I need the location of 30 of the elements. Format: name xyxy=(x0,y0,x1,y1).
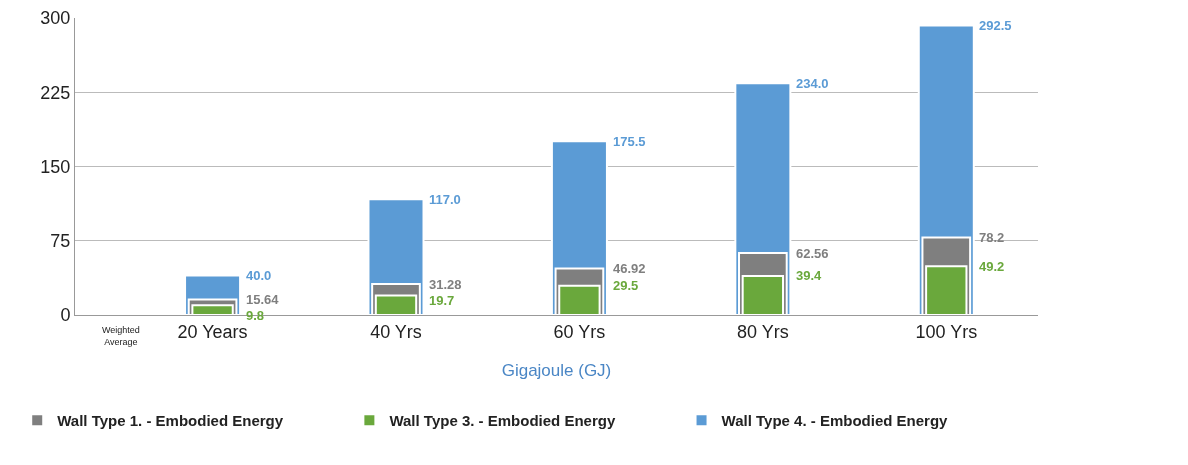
y-tick-label: 150 xyxy=(40,156,71,177)
x-tick-label: 100 Yrs xyxy=(915,321,978,342)
text: 234.0 xyxy=(796,76,829,91)
text: 117.0 xyxy=(429,192,461,207)
text: 39.4 xyxy=(796,268,822,283)
x-tick-label: 80 Yrs xyxy=(737,321,789,342)
legend-label: Wall Type 1. - Embodied Energy xyxy=(57,412,284,430)
text: 49.2 xyxy=(979,259,1005,274)
text: 292.5 xyxy=(979,18,1012,33)
x-axis-title: Gigajoule (GJ) xyxy=(501,361,612,380)
y-tick-label: 300 xyxy=(40,8,71,29)
text: 31.28 xyxy=(429,277,462,292)
text: 175.5 xyxy=(613,134,646,149)
text: 46.92 xyxy=(613,261,646,276)
y-tick-label: 225 xyxy=(40,82,71,103)
text: 29.5 xyxy=(613,278,639,293)
legend-label: Wall Type 4. - Embodied Energy xyxy=(721,412,949,430)
y-tick-label: 0 xyxy=(60,305,71,326)
text: Weighted Average xyxy=(102,325,140,347)
x-tick-label: 40 Yrs xyxy=(370,321,422,342)
text: 62.56 xyxy=(796,246,829,261)
legend-label: Wall Type 3. - Embodied Energy xyxy=(389,412,616,430)
text: 40.0 xyxy=(246,268,272,283)
text: 15.64 xyxy=(246,292,279,307)
text: 9.8 xyxy=(246,308,265,323)
y-tick-label: 75 xyxy=(50,231,71,252)
x-tick-label: 20 Years xyxy=(177,321,248,342)
text: 78.2 xyxy=(979,230,1005,245)
x-tick-label: 60 Yrs xyxy=(553,321,606,342)
text: 19.7 xyxy=(429,293,455,308)
